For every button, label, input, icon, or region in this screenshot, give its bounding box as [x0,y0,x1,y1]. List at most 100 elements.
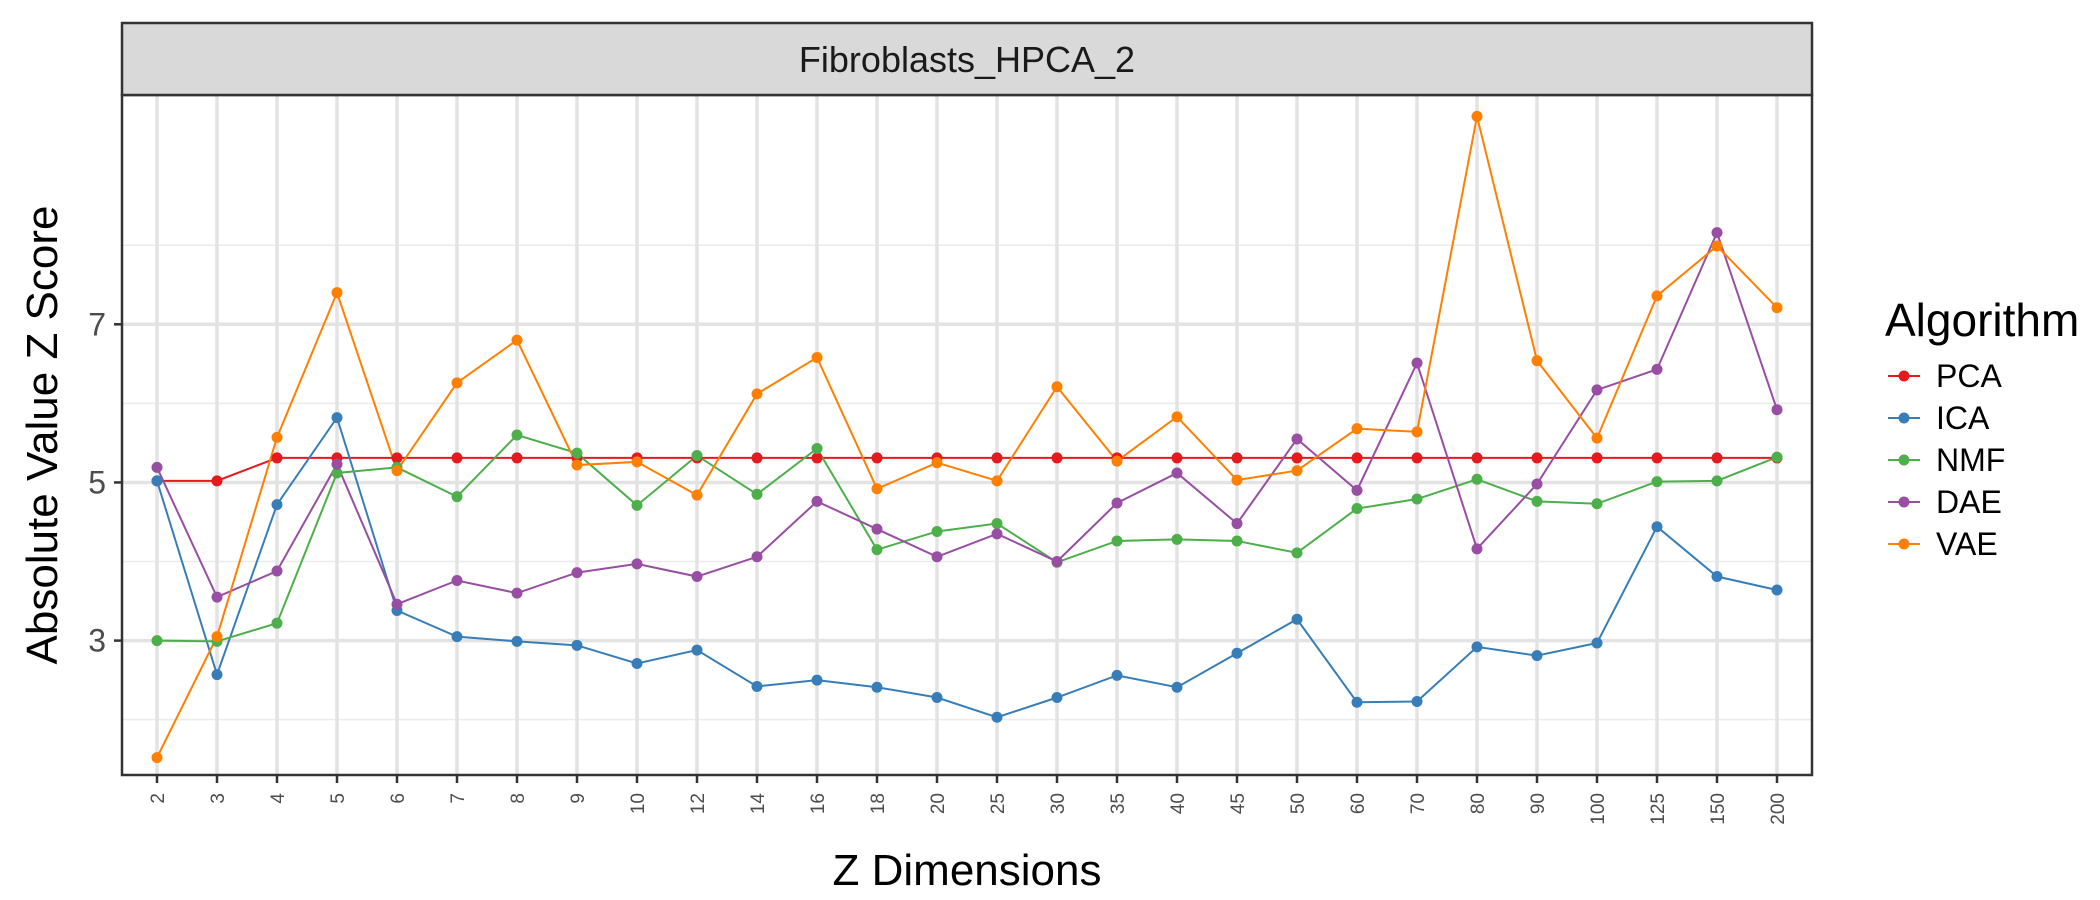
data-point-nmf [1291,547,1303,559]
data-point-dae [451,574,463,586]
y-tick-label: 7 [88,306,106,342]
facet-title: Fibroblasts_HPCA_2 [799,39,1135,80]
data-point-pca [991,452,1003,464]
legend-label-dae: DAE [1936,484,2002,520]
data-point-vae [1771,302,1783,314]
facet-strip [120,21,1814,97]
data-point-ica [1351,696,1363,708]
data-point-pca [511,452,523,464]
data-point-nmf [1471,473,1483,485]
legend: PCA ICA NMF DAE VAE [1888,358,2005,562]
data-point-ica [451,631,463,643]
data-point-dae [571,567,583,579]
data-point-vae [331,287,343,299]
data-point-nmf [631,499,643,511]
data-point-dae [931,551,943,563]
data-point-vae [391,465,403,477]
data-point-vae [1411,426,1423,438]
data-point-nmf [331,467,343,479]
data-point-vae [1171,411,1183,423]
x-tick-label: 7 [448,793,469,804]
data-point-vae [691,489,703,501]
data-point-pca [1411,452,1423,464]
data-point-vae [751,388,763,400]
x-tick-label: 45 [1228,793,1249,814]
data-point-dae [391,598,403,610]
data-point-ica [331,412,343,424]
data-point-vae [211,631,223,643]
data-point-vae [571,459,583,471]
data-point-dae [811,495,823,507]
data-point-dae [511,587,523,599]
data-point-ica [151,475,163,487]
data-point-dae [271,565,283,577]
legend-key-point-ica [1898,412,1910,424]
x-tick-label: 12 [688,793,709,814]
data-point-ica [931,692,943,704]
data-point-ica [571,639,583,651]
data-point-dae [991,528,1003,540]
data-point-vae [1591,432,1603,444]
series-lines [156,116,1778,759]
data-point-pca [1531,452,1543,464]
x-tick-label: 20 [928,793,949,814]
data-point-ica [1471,641,1483,653]
data-point-dae [1711,227,1723,239]
data-point-ica [751,680,763,692]
data-point-nmf [1351,503,1363,515]
x-tick-label: 80 [1468,793,1489,814]
legend-label-nmf: NMF [1936,442,2005,478]
x-tick-label: 60 [1348,793,1369,814]
x-tick-label: 4 [268,793,289,804]
data-point-nmf [1711,475,1723,487]
data-point-nmf [511,429,523,441]
data-point-ica [1171,681,1183,693]
x-tick-label: 50 [1288,793,1309,814]
data-point-nmf [751,488,763,500]
data-point-ica [211,669,223,681]
data-point-nmf [1171,533,1183,545]
data-point-nmf [1771,451,1783,463]
data-point-ica [631,658,643,670]
data-point-vae [1471,110,1483,122]
data-point-dae [1651,363,1663,375]
data-point-vae [811,352,823,364]
data-point-nmf [271,617,283,629]
x-axis: 2 3 4 5 6 7 8 9 10 12 14 16 18 20 25 30 35 40 45 50 60 70 80 90… [148,775,1789,825]
data-point-pca [1591,452,1603,464]
data-point-nmf [811,442,823,454]
data-point-ica [1711,571,1723,583]
data-point-vae [151,752,163,764]
data-point-vae [1291,465,1303,477]
data-point-nmf [1651,476,1663,488]
data-point-nmf [571,447,583,459]
data-point-dae [331,458,343,470]
data-point-dae [1111,497,1123,509]
data-point-dae [1531,478,1543,490]
x-tick-label: 5 [328,793,349,804]
data-point-dae [1231,518,1243,530]
data-point-dae [1351,484,1363,496]
x-tick-label: 8 [508,793,529,804]
data-point-dae [151,461,163,473]
data-point-ica [871,681,883,693]
legend-label-pca: PCA [1936,358,2002,394]
data-point-nmf [991,518,1003,530]
data-point-ica [1771,584,1783,596]
data-point-dae [871,523,883,535]
y-axis: 3 5 7 [88,306,122,659]
data-point-ica [691,644,703,656]
legend-key-point-vae [1898,538,1910,550]
x-tick-label: 18 [868,793,889,814]
series-points [151,110,1783,764]
x-tick-label: 90 [1528,793,1549,814]
data-point-vae [931,457,943,469]
data-point-pca [871,452,883,464]
data-point-nmf [1591,498,1603,510]
data-point-vae [1651,290,1663,302]
data-point-dae [751,551,763,563]
data-point-pca [811,452,823,464]
x-tick-label: 10 [628,793,649,814]
x-tick-label: 150 [1708,793,1729,825]
